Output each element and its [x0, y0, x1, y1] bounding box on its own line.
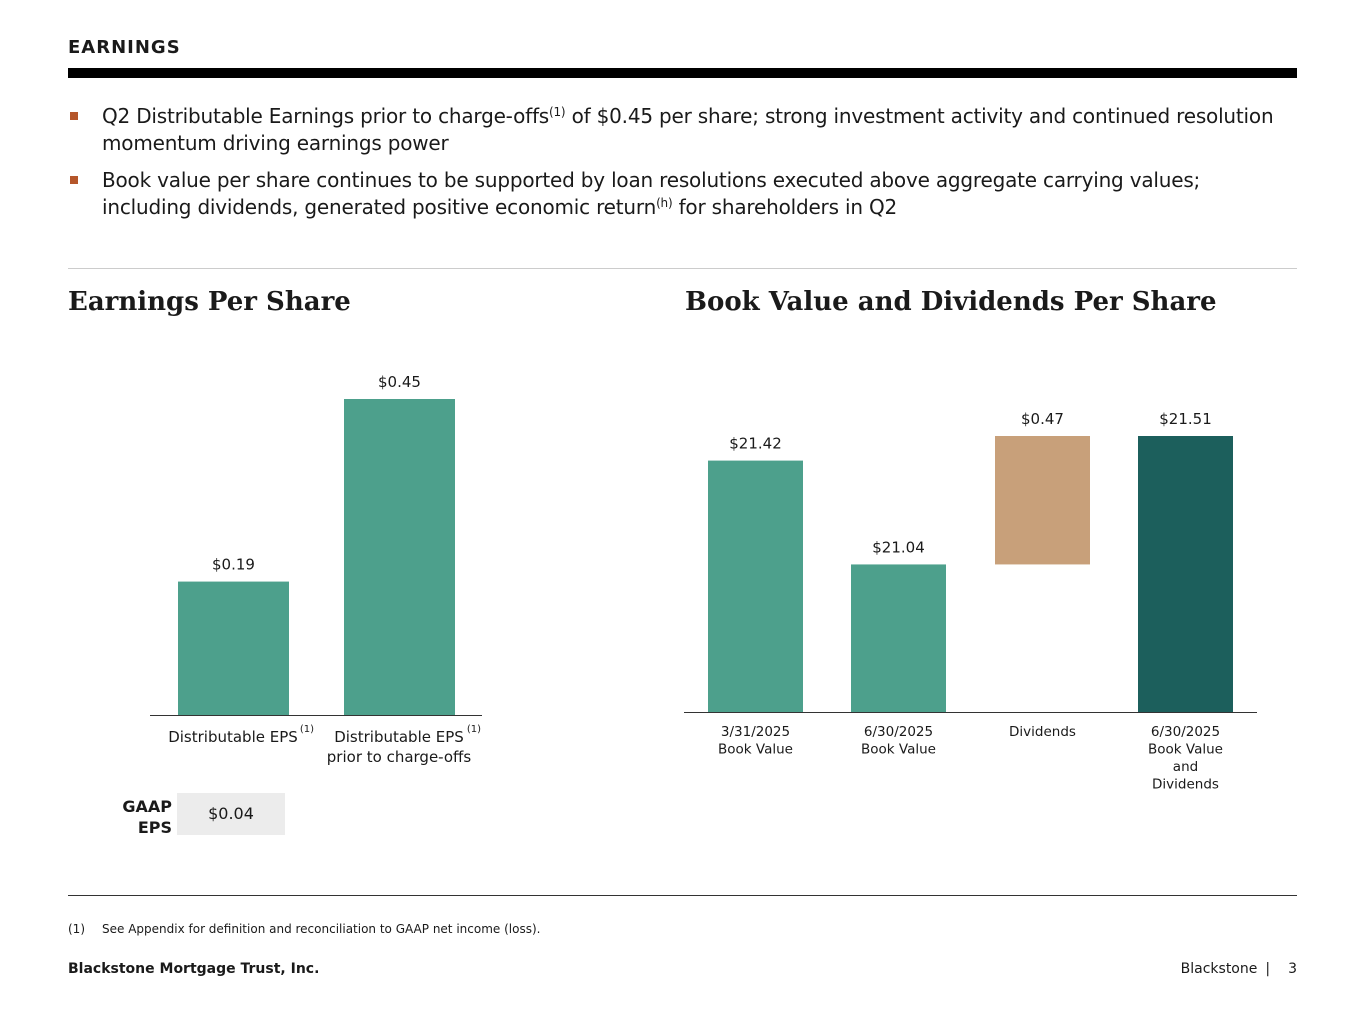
footnote-number: (1)	[68, 922, 85, 936]
bullet-text: for shareholders in Q2	[672, 195, 898, 219]
gaap-eps-value: $0.04	[177, 793, 285, 835]
footer-separator: |	[1265, 961, 1271, 977]
footnote-text: See Appendix for definition and reconcil…	[102, 922, 541, 936]
footnote: (1) See Appendix for definition and recon…	[68, 922, 540, 936]
bv-bar	[995, 436, 1090, 565]
bv-category-label: 6/30/2025	[864, 724, 933, 740]
eps-category-sup: (1)	[300, 724, 314, 735]
bv-data-label: $21.51	[1159, 410, 1212, 428]
page-footer: Blackstone | 3	[1181, 961, 1297, 977]
bv-bar	[851, 564, 946, 712]
footer-rule	[68, 895, 1297, 896]
eps-category-label: Distributable EPS	[334, 728, 464, 746]
section-title: EARNINGS	[68, 37, 181, 58]
page-number: 3	[1288, 961, 1297, 977]
header-rule	[68, 68, 1297, 78]
bv-category-label: and	[1173, 759, 1198, 775]
footnote-ref: (h)	[656, 196, 673, 210]
bv-chart-title: Book Value and Dividends Per Share	[685, 287, 1217, 317]
bv-category-label: Book Value	[1148, 742, 1223, 758]
bv-data-label: $0.47	[1021, 410, 1064, 428]
bullet-text: Q2 Distributable Earnings prior to charg…	[102, 104, 550, 128]
bv-data-label: $21.42	[729, 435, 782, 453]
eps-category-label: Distributable EPS	[168, 728, 298, 746]
bullet-text: Book value per share continues to be sup…	[102, 168, 1201, 219]
bv-category-label: Dividends	[1152, 777, 1219, 793]
bv-bar	[708, 460, 803, 712]
company-name: Blackstone Mortgage Trust, Inc.	[68, 961, 320, 977]
eps-category-label: prior to charge-offs	[327, 748, 472, 766]
bullet-list: Q2 Distributable Earnings prior to charg…	[68, 103, 1288, 231]
bullet-text: of $0.45 per share; strong investment ac…	[102, 104, 1274, 155]
eps-data-label: $0.45	[378, 373, 421, 391]
brand-name: Blackstone	[1180, 961, 1258, 977]
bv-data-label: $21.04	[872, 538, 925, 556]
eps-category-sup: (1)	[467, 724, 481, 735]
eps-bar	[178, 581, 289, 715]
eps-data-label: $0.19	[212, 556, 255, 574]
bv-category-label: Book Value	[861, 742, 936, 758]
bullet-item-book-value: Book value per share continues to be sup…	[68, 167, 1288, 221]
eps-chart-title: Earnings Per Share	[68, 287, 351, 317]
bv-category-label: Dividends	[1009, 724, 1076, 740]
gaap-eps-label: GAAP EPS	[122, 797, 172, 837]
eps-bar	[344, 399, 455, 715]
bv-category-label: 6/30/2025	[1151, 724, 1220, 740]
footnote-ref: (1)	[549, 105, 566, 119]
section-divider	[68, 268, 1297, 269]
bullet-item-earnings: Q2 Distributable Earnings prior to charg…	[68, 103, 1288, 157]
bv-category-label: 3/31/2025	[721, 724, 790, 740]
bullet-square-icon	[70, 176, 78, 184]
bv-category-label: Book Value	[718, 742, 793, 758]
bv-bar	[1138, 436, 1233, 712]
bullet-square-icon	[70, 112, 78, 120]
